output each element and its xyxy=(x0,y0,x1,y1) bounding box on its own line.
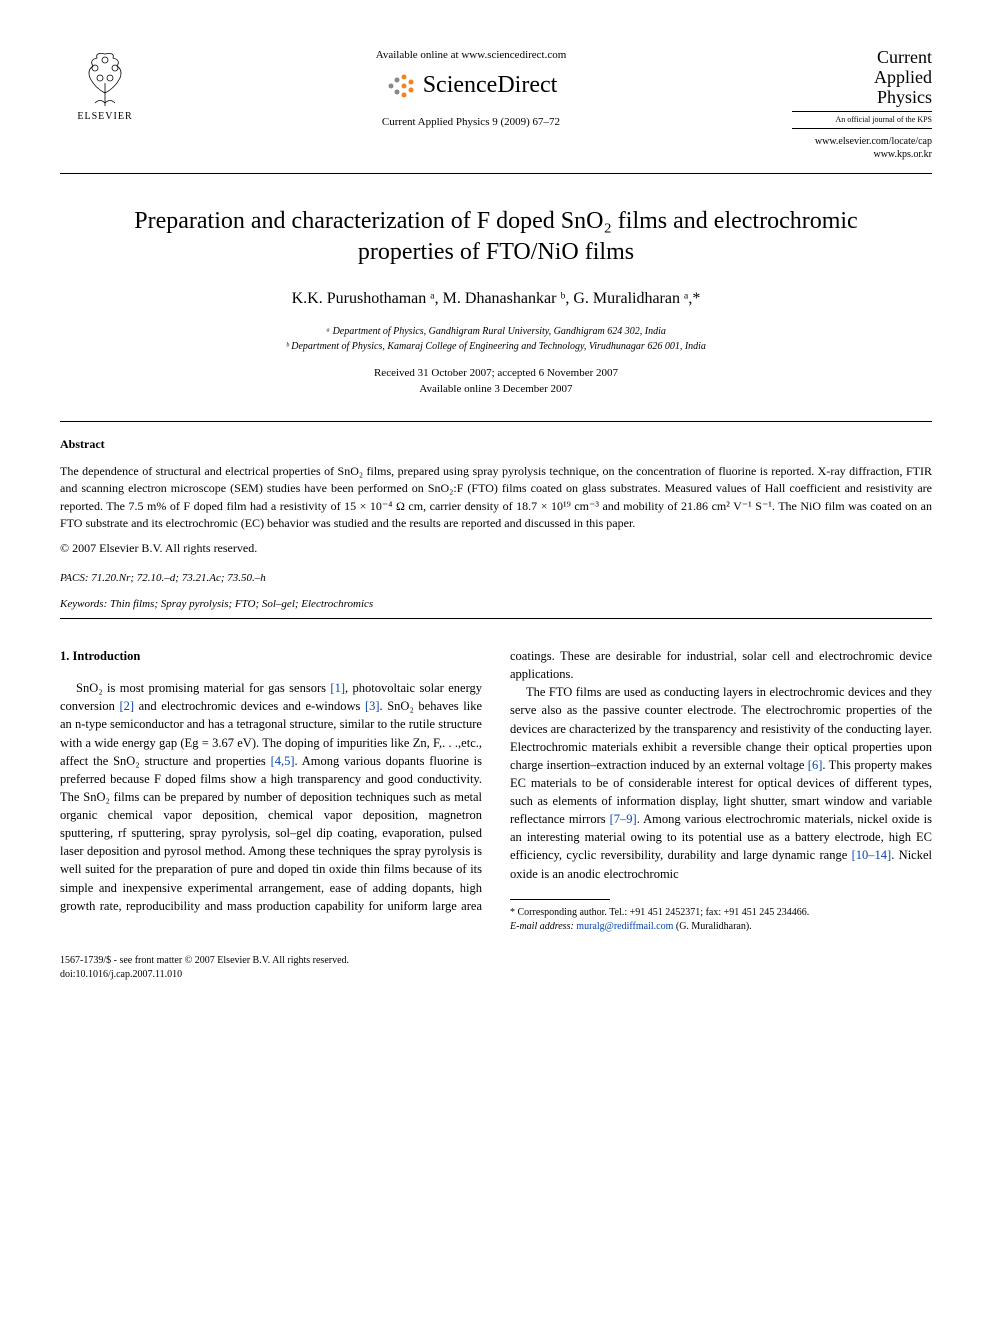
corresponding-author-footnote: * Corresponding author. Tel.: +91 451 24… xyxy=(510,906,932,934)
elsevier-tree-icon xyxy=(75,48,135,108)
journal-url-1[interactable]: www.elsevier.com/locate/cap xyxy=(815,136,932,147)
keywords-label: Keywords: xyxy=(60,598,107,610)
affiliation-b: ᵇ Department of Physics, Kamaraj College… xyxy=(60,339,932,354)
ref-link-3[interactable]: [3] xyxy=(365,699,380,713)
journal-urls: www.elsevier.com/locate/cap www.kps.or.k… xyxy=(792,135,932,161)
authors-line: K.K. Purushothaman ᵃ, M. Dhanashankar ᵇ,… xyxy=(60,288,932,310)
publisher-name: ELSEVIER xyxy=(77,110,132,124)
sciencedirect-text: ScienceDirect xyxy=(423,69,558,103)
ref-link-6[interactable]: [6] xyxy=(808,758,823,772)
pacs-label: PACS: xyxy=(60,572,89,584)
date-available: Available online 3 December 2007 xyxy=(60,382,932,397)
corresponding-text: * Corresponding author. Tel.: +91 451 24… xyxy=(510,906,932,920)
divider-before-abstract xyxy=(60,421,932,422)
footnote-separator xyxy=(510,899,610,900)
pacs-codes: 71.20.Nr; 72.10.–d; 73.21.Ac; 73.50.–h xyxy=(91,572,265,584)
ref-link-7-9[interactable]: [7–9] xyxy=(610,812,637,826)
footer-left: 1567-1739/$ - see front matter © 2007 El… xyxy=(60,954,349,982)
article-title: Preparation and characterization of F do… xyxy=(100,206,892,268)
sciencedirect-logo: ScienceDirect xyxy=(170,69,772,103)
pacs-line: PACS: 71.20.Nr; 72.10.–d; 73.21.Ac; 73.5… xyxy=(60,571,932,586)
abstract-text: The dependence of structural and electri… xyxy=(60,463,932,533)
keywords-line: Keywords: Thin films; Spray pyrolysis; F… xyxy=(60,597,932,612)
keywords-list: Thin films; Spray pyrolysis; FTO; Sol–ge… xyxy=(110,598,373,610)
divider-after-keywords xyxy=(60,618,932,619)
sciencedirect-dots-icon xyxy=(385,71,415,101)
affiliation-a: ᵃ Department of Physics, Gandhigram Rura… xyxy=(60,324,932,339)
header-center: Available online at www.sciencedirect.co… xyxy=(150,48,792,130)
ref-link-10-14[interactable]: [10–14] xyxy=(852,848,892,862)
date-received: Received 31 October 2007; accepted 6 Nov… xyxy=(60,366,932,381)
ref-link-4-5[interactable]: [4,5] xyxy=(271,754,295,768)
email-label: E-mail address: xyxy=(510,921,574,932)
available-online-text: Available online at www.sciencedirect.co… xyxy=(170,48,772,63)
ref-link-1[interactable]: [1] xyxy=(330,681,345,695)
affiliations: ᵃ Department of Physics, Gandhigram Rura… xyxy=(60,324,932,354)
journal-url-2[interactable]: www.kps.or.kr xyxy=(873,149,932,160)
journal-citation: Current Applied Physics 9 (2009) 67–72 xyxy=(170,115,772,130)
footer-doi: doi:10.1016/j.cap.2007.11.010 xyxy=(60,968,349,982)
email-line: E-mail address: muralg@rediffmail.com (G… xyxy=(510,920,932,934)
journal-title-line1: Current xyxy=(877,47,932,67)
article-dates: Received 31 October 2007; accepted 6 Nov… xyxy=(60,366,932,397)
journal-title-line2: Applied xyxy=(874,67,932,87)
footer-copyright: 1567-1739/$ - see front matter © 2007 El… xyxy=(60,954,349,968)
publisher-logo-block: ELSEVIER xyxy=(60,48,150,124)
journal-subtitle: An official journal of the KPS xyxy=(792,111,932,128)
journal-title-line3: Physics xyxy=(877,87,932,107)
page-footer: 1567-1739/$ - see front matter © 2007 El… xyxy=(60,954,932,982)
section-1-heading: 1. Introduction xyxy=(60,647,482,665)
abstract-heading: Abstract xyxy=(60,436,932,453)
ref-link-2[interactable]: [2] xyxy=(119,699,134,713)
email-address[interactable]: muralg@rediffmail.com xyxy=(576,921,673,932)
body-columns: 1. Introduction SnO₂ is most promising m… xyxy=(60,647,932,934)
intro-para-2: The FTO films are used as conducting lay… xyxy=(510,683,932,882)
email-person: (G. Muralidharan). xyxy=(676,921,752,932)
page-header: ELSEVIER Available online at www.science… xyxy=(60,48,932,174)
abstract-copyright: © 2007 Elsevier B.V. All rights reserved… xyxy=(60,540,932,557)
journal-info-block: Current Applied Physics An official jour… xyxy=(792,48,932,161)
journal-title: Current Applied Physics xyxy=(792,48,932,107)
